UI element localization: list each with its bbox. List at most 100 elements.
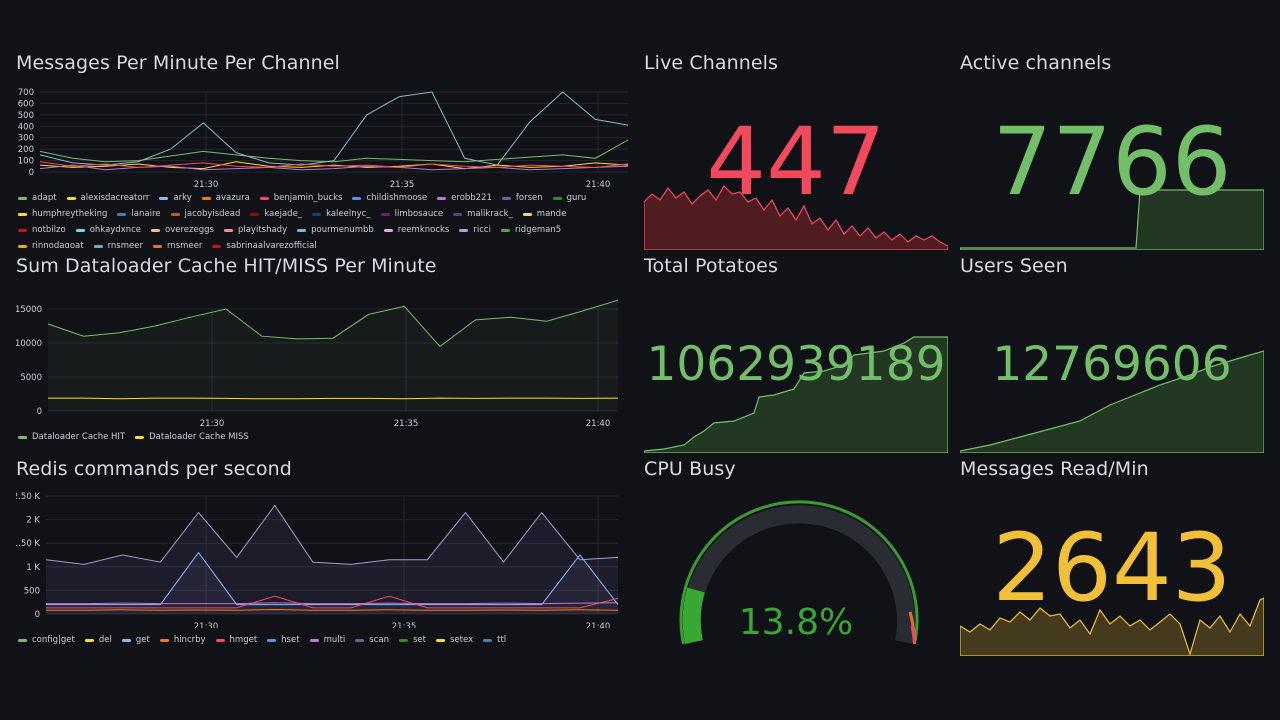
legend-item[interactable]: Dataloader Cache HIT xyxy=(18,429,125,445)
series-line xyxy=(46,595,619,609)
x-tick-label: 21:40 xyxy=(586,622,611,628)
series-line-area xyxy=(46,552,618,614)
legend-label: pourmenumbb xyxy=(311,225,374,235)
legend-item[interactable]: Dataloader Cache MISS xyxy=(135,429,249,445)
legend-label: humphreytheking xyxy=(32,209,108,219)
panel-title[interactable]: Messages Read/Min xyxy=(960,458,1149,480)
redis-chart[interactable]: 2.50 K 2 K 1.50 K 1 K 500 0 21:30 21:35 21:40 xyxy=(16,488,630,628)
legend-item[interactable]: childishmoose xyxy=(352,190,427,206)
legend-item[interactable]: ridgeman5 xyxy=(500,222,562,238)
legend-label: multi xyxy=(323,635,346,645)
legend-item[interactable]: rinnodagoat xyxy=(18,238,84,248)
legend-label: ohkaydxnce xyxy=(89,225,142,235)
legend-item[interactable]: ttl xyxy=(483,632,506,648)
panel-title[interactable]: Sum Dataloader Cache HIT/MISS Per Minute xyxy=(16,255,437,277)
series-line xyxy=(46,551,619,606)
legend-item[interactable]: ohkaydxnce xyxy=(75,222,142,238)
legend-item[interactable]: kaejade_ xyxy=(250,206,302,222)
legend-item[interactable]: get xyxy=(121,632,150,648)
legend-item[interactable]: reemknocks xyxy=(383,222,449,238)
panel-title[interactable]: Users Seen xyxy=(960,255,1068,277)
messages-read-panel: Messages Read/Min 2643 xyxy=(960,458,1264,656)
legend-item[interactable]: hset xyxy=(267,632,300,648)
users-seen-panel: Users Seen 12769606 xyxy=(960,255,1264,453)
active-channels-area xyxy=(960,189,1264,250)
y-tick-label: 5000 xyxy=(20,373,42,383)
series-line xyxy=(45,504,619,565)
legend-label: avazura xyxy=(215,193,250,203)
legend-swatch xyxy=(355,638,365,642)
legend-swatch xyxy=(215,638,225,642)
legend-item[interactable]: benjamin_bucks xyxy=(259,190,342,206)
panel-title[interactable]: CPU Busy xyxy=(644,458,736,480)
legend-item[interactable]: overezeggs xyxy=(151,222,214,238)
legend-item[interactable]: hincrby xyxy=(159,632,206,648)
dataloader-legend: Dataloader Cache HIT Dataloader Cache MIS… xyxy=(18,429,630,447)
legend-swatch xyxy=(84,638,94,642)
series-line xyxy=(39,91,629,166)
legend-item[interactable]: setex xyxy=(436,632,473,648)
legend-item[interactable]: adapt xyxy=(18,190,57,206)
legend-item[interactable]: rnsmeer xyxy=(152,238,202,248)
total-potatoes-panel: Total Potatoes 1062939189 xyxy=(644,255,948,453)
messages-per-minute-panel: Messages Per Minute Per Channel 700 600 50… xyxy=(16,52,630,248)
legend-item[interactable]: limbosauce xyxy=(380,206,443,222)
users-seen-value: 12769606 xyxy=(992,337,1232,392)
legend-label: alexisdacreatorr xyxy=(80,193,150,203)
legend-item[interactable]: notbilzo xyxy=(18,222,66,238)
legend-swatch xyxy=(436,638,445,642)
legend-item[interactable]: kaleelnyc_ xyxy=(312,206,371,222)
legend-item[interactable]: jacobyisdead xyxy=(170,206,241,222)
legend-swatch xyxy=(93,244,103,248)
legend-item[interactable]: avazura xyxy=(201,190,250,206)
legend-item[interactable]: sabrinaalvarezofficial xyxy=(212,238,317,248)
legend-item[interactable]: scan xyxy=(355,632,389,648)
legend-item[interactable]: malikrack_ xyxy=(453,206,513,222)
legend-item[interactable]: del xyxy=(84,632,112,648)
legend-item[interactable]: forsen xyxy=(501,190,543,206)
series-line xyxy=(39,161,629,170)
legend-label: overezeggs xyxy=(165,225,214,235)
legend-item[interactable]: pourmenumbb xyxy=(297,222,374,238)
legend-label: ridgeman5 xyxy=(514,225,562,235)
panel-title[interactable]: Total Potatoes xyxy=(644,255,778,277)
legend-swatch xyxy=(159,638,169,642)
legend-item[interactable]: rnsmeer xyxy=(93,238,143,248)
users-seen-sparkline xyxy=(960,350,1264,453)
legend-item[interactable]: erobb221 xyxy=(437,190,492,206)
legend-item[interactable]: arky xyxy=(159,190,192,206)
legend-item[interactable]: lanaire xyxy=(117,206,161,222)
legend-item[interactable]: guru xyxy=(552,190,586,206)
legend-item[interactable]: set xyxy=(399,632,426,648)
legend-label: jacobyisdead xyxy=(184,209,241,219)
panel-title[interactable]: Live Channels xyxy=(644,52,779,74)
live-channels-area xyxy=(644,185,948,250)
panel-title[interactable]: Active channels xyxy=(960,52,1112,74)
legend-item[interactable]: ricci xyxy=(459,222,491,238)
y-tick-label: 0 xyxy=(35,610,40,620)
legend-swatch xyxy=(501,196,511,200)
legend-item[interactable]: hmget xyxy=(215,632,257,648)
legend-label: ricci xyxy=(473,225,491,235)
dataloader-chart[interactable]: 15000 10000 5000 0 21:30 21:35 21:40 xyxy=(16,291,630,466)
redis-legend: config|get del get hincrby hmget hset multi sca… xyxy=(18,632,630,650)
legend-label: playitshady xyxy=(237,225,288,235)
legend-item[interactable]: playitshady xyxy=(223,222,288,238)
legend-item[interactable]: multi xyxy=(309,632,346,648)
legend-item[interactable]: mande xyxy=(522,206,566,222)
legend-swatch xyxy=(75,228,85,232)
y-tick-label: 15000 xyxy=(16,305,42,315)
series-line xyxy=(47,299,619,348)
legend-label: rnsmeer xyxy=(107,241,143,248)
legend-item[interactable]: config|get xyxy=(18,632,75,648)
legend-swatch xyxy=(18,212,27,216)
legend-item[interactable]: alexisdacreatorr xyxy=(66,190,150,206)
active-channels-sparkline xyxy=(960,189,1264,250)
legend-item[interactable]: humphreytheking xyxy=(18,206,107,222)
y-tick-label: 300 xyxy=(18,134,34,144)
legend-swatch xyxy=(259,196,269,200)
panel-title[interactable]: Messages Per Minute Per Channel xyxy=(16,52,340,74)
panel-title[interactable]: Redis commands per second xyxy=(16,458,292,480)
y-tick-label: 2.50 K xyxy=(16,492,40,502)
